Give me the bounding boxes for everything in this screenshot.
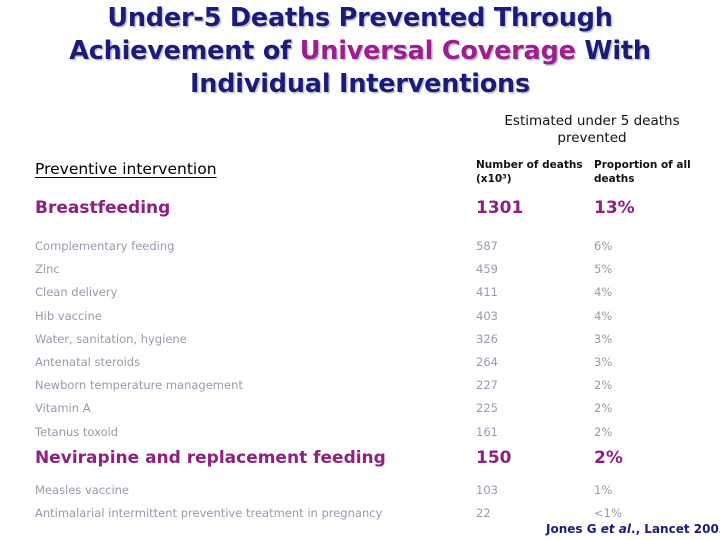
- cell-number-of-deaths: 459: [476, 262, 498, 277]
- page-title: Under-5 Deaths Prevented Through Achieve…: [40, 2, 680, 101]
- cell-proportion-of-deaths: 1%: [594, 482, 613, 497]
- cell-intervention-label: Nevirapine and replacement feeding: [35, 447, 386, 468]
- cell-intervention-label: Zinc: [35, 262, 60, 277]
- cell-intervention-label: Measles vaccine: [35, 482, 130, 497]
- cell-intervention-label: Breastfeeding: [35, 198, 171, 218]
- table-row: Measles vaccine 103 1%: [35, 483, 715, 506]
- citation-authors: Jones G: [546, 522, 601, 536]
- cell-number-of-deaths: 22: [476, 505, 491, 520]
- cell-intervention-label: Antimalarial intermittent preventive tre…: [35, 505, 383, 520]
- cell-intervention-label: Hib vaccine: [35, 308, 102, 323]
- cell-number-of-deaths: 403: [476, 308, 498, 323]
- table-row: Clean delivery 411 4%: [35, 285, 715, 308]
- table-row: Vitamin A 225 2%: [35, 401, 715, 424]
- cell-proportion-of-deaths: 3%: [594, 354, 613, 369]
- cell-number-of-deaths: 225: [476, 401, 498, 416]
- cell-intervention-label: Complementary feeding: [35, 239, 175, 253]
- cell-number-of-deaths: 264: [476, 354, 498, 369]
- cell-proportion-of-deaths: 4%: [594, 285, 613, 300]
- cell-number-of-deaths: 326: [476, 331, 498, 346]
- table-row: Antimalarial intermittent preventive tre…: [35, 506, 715, 529]
- page-title-line-1: Under-5 Deaths Prevented Through: [40, 2, 680, 35]
- cell-proportion-of-deaths: 2%: [594, 401, 613, 416]
- page-title-line-3: Individual Interventions: [40, 68, 680, 101]
- table-row: Water, sanitation, hygiene 326 3%: [35, 332, 715, 355]
- cell-proportion-of-deaths: 2%: [594, 447, 623, 468]
- table-row: Hib vaccine 403 4%: [35, 309, 715, 332]
- page-title-line-2-suffix: With: [575, 36, 651, 66]
- column-header-proportion-of-all-deaths: Proportion of all deaths: [594, 159, 691, 185]
- column-header-number-of-deaths: Number of deaths (x10³): [476, 159, 583, 185]
- table-row: Zinc 459 5%: [35, 262, 715, 285]
- cell-number-of-deaths: 103: [476, 482, 498, 497]
- cell-intervention-label: Vitamin A: [35, 401, 91, 416]
- page-title-line-2: Achievement of Universal Coverage With: [40, 35, 680, 68]
- cell-intervention-label: Antenatal steroids: [35, 354, 141, 369]
- column-header-preventive-intervention: Preventive intervention: [35, 160, 217, 178]
- cell-intervention-label: Tetanus toxoid: [35, 424, 119, 439]
- cell-proportion-of-deaths: 2%: [594, 378, 613, 393]
- cell-number-of-deaths: 1301: [476, 198, 524, 218]
- table-row: Complementary feeding 587 6%: [35, 239, 715, 262]
- cell-number-of-deaths: 587: [476, 239, 498, 253]
- cell-proportion-of-deaths: <1%: [594, 505, 622, 520]
- page-title-line-3-text: Individual Interventions: [190, 69, 530, 99]
- table-row: Antenatal steroids 264 3%: [35, 355, 715, 378]
- table-row: Tetanus toxoid 161 2%: [35, 425, 715, 448]
- citation-tail: ., Lancet 2003: [631, 522, 720, 536]
- cell-number-of-deaths: 227: [476, 378, 498, 393]
- table-row: Nevirapine and replacement feeding 150 2%: [35, 448, 715, 483]
- cell-intervention-label: Newborn temperature management: [35, 378, 243, 393]
- citation-etal: et al: [600, 522, 632, 536]
- cell-proportion-of-deaths: 3%: [594, 331, 613, 346]
- cell-proportion-of-deaths: 5%: [594, 262, 613, 277]
- column-group-header: Estimated under 5 deaths prevented: [504, 113, 680, 146]
- page-title-line-1-text: Under-5 Deaths Prevented Through: [107, 3, 613, 33]
- cell-number-of-deaths: 150: [476, 447, 512, 468]
- cell-proportion-of-deaths: 6%: [594, 239, 613, 253]
- cell-number-of-deaths: 411: [476, 285, 498, 300]
- page-title-line-2-prefix: Achievement of: [69, 36, 300, 66]
- cell-number-of-deaths: 161: [476, 424, 498, 439]
- table-row: Newborn temperature management 227 2%: [35, 378, 715, 401]
- intervention-table: Breastfeeding 1301 13% Complementary feedin…: [35, 198, 715, 529]
- table-row: Breastfeeding 1301 13%: [35, 198, 715, 239]
- cell-proportion-of-deaths: 4%: [594, 308, 613, 323]
- cell-proportion-of-deaths: 13%: [594, 198, 635, 218]
- cell-intervention-label: Clean delivery: [35, 285, 118, 300]
- source-citation: Jones G et al., Lancet 2003: [546, 522, 720, 536]
- cell-proportion-of-deaths: 2%: [594, 424, 613, 439]
- page-title-accent: Universal Coverage: [299, 36, 576, 66]
- cell-intervention-label: Water, sanitation, hygiene: [35, 331, 187, 346]
